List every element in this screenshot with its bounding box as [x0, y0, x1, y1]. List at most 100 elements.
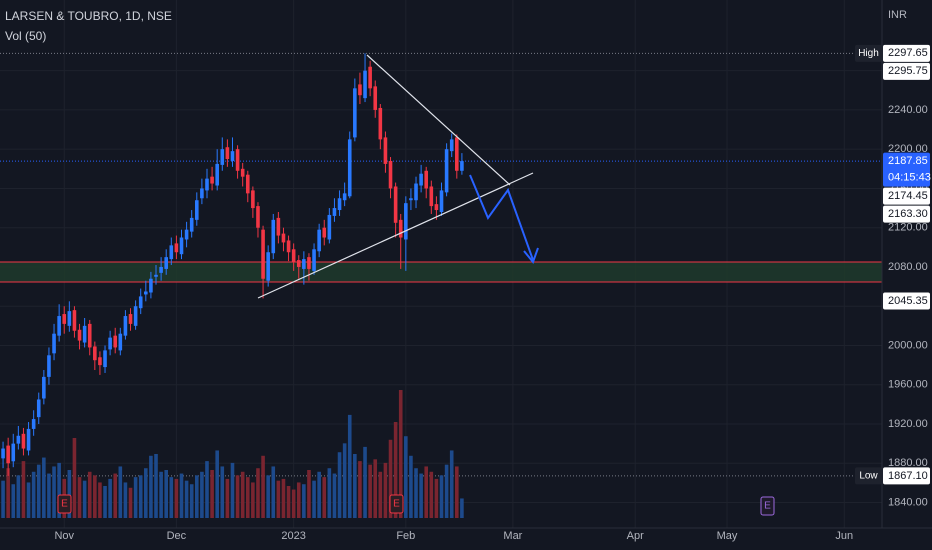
candle-body [332, 208, 337, 216]
y-tick-label: 2240.00 [888, 104, 928, 116]
candle-body [87, 323, 92, 348]
volume-bar [404, 436, 408, 518]
volume-bar [363, 446, 367, 518]
candle-body [149, 278, 153, 293]
candle-body [93, 346, 97, 361]
volume-bar [393, 422, 398, 518]
volume-bar [240, 471, 245, 518]
volume-bar [337, 452, 342, 518]
y-tick-label: 2200.00 [888, 143, 928, 155]
candle-body [210, 176, 214, 184]
volume-bar [36, 464, 41, 518]
volume-bar [194, 475, 199, 518]
volume-bar [449, 450, 454, 518]
volume-bar [67, 470, 72, 518]
volume-bar [342, 443, 347, 518]
candle-body [327, 214, 332, 240]
volume-bar [169, 477, 174, 518]
volume-bar [286, 486, 291, 518]
volume-bar [245, 477, 250, 518]
volume-bar [113, 473, 118, 518]
candle-body [449, 139, 454, 152]
candle-body [409, 198, 413, 201]
volume-bar [123, 482, 128, 518]
candle-body [144, 291, 148, 295]
x-tick-label: Feb [396, 530, 415, 542]
candle-body [154, 274, 158, 277]
candle-body [21, 433, 26, 449]
volume-bar [368, 464, 372, 518]
volume-bar [189, 484, 194, 518]
volume-bar [31, 471, 36, 518]
volume-bar [154, 454, 158, 518]
candle-body [337, 198, 342, 211]
support-zone [0, 262, 882, 282]
candle-body [108, 337, 112, 350]
volume-bar [144, 468, 148, 518]
volume-bar [460, 498, 464, 518]
volume [1, 390, 464, 518]
volume-bar [291, 489, 296, 518]
trendline [366, 54, 511, 186]
earnings-icon: E [57, 494, 72, 514]
volume-bar [307, 470, 311, 518]
countdown: 04:15:43 [888, 172, 931, 184]
currency: INR [888, 9, 907, 21]
candle-body [240, 168, 245, 177]
volume-bar [87, 471, 92, 518]
y-tick-label: 1840.00 [888, 496, 928, 508]
candle-body [251, 190, 255, 209]
y-tick-label: 1920.00 [888, 418, 928, 430]
candle-body [256, 206, 260, 228]
volume-bar [266, 475, 270, 518]
candle-body [378, 107, 383, 140]
marker-tag-label: Low [859, 471, 878, 482]
volume-bar [322, 477, 327, 518]
candle-body [404, 203, 408, 240]
candle-body [205, 178, 209, 191]
volume-bar [93, 475, 97, 518]
candle-body [439, 190, 444, 212]
candle-body [322, 227, 327, 238]
candle-body [358, 84, 362, 96]
volume-bar [378, 471, 383, 518]
candle-body [261, 229, 265, 279]
x-tick-label: Dec [167, 530, 187, 542]
volume-bar [52, 466, 56, 518]
volume-bar [347, 414, 352, 518]
volume-bar [388, 439, 393, 518]
candle-body [342, 193, 347, 201]
arrow-head [523, 247, 539, 265]
candle-body [307, 257, 311, 269]
trendline [257, 172, 534, 299]
volume-bar [332, 473, 337, 518]
candle-body [460, 161, 464, 171]
volume-bar [77, 477, 82, 518]
candle-body [312, 249, 316, 271]
svg-text:E: E [393, 499, 400, 510]
volume-bar [419, 473, 423, 518]
candle-body [393, 186, 398, 223]
candle-body [455, 137, 459, 171]
volume-bar [296, 482, 301, 518]
y-tick-label: 1960.00 [888, 379, 928, 391]
candle-body [169, 245, 174, 260]
candle-body [159, 266, 163, 273]
volume-bar [281, 478, 286, 518]
price-marker [883, 152, 930, 187]
candle-body [174, 243, 179, 253]
x-tick-label: Jun [835, 530, 853, 542]
volume-bar [373, 459, 378, 518]
candle-body [82, 325, 87, 343]
candle-body [200, 188, 204, 199]
candle-body [36, 399, 41, 418]
marker-tag [855, 44, 882, 62]
price-marker-label: 2045.35 [888, 295, 928, 307]
price-marker [883, 187, 930, 205]
candle-body [103, 350, 107, 368]
volume-bar [128, 487, 133, 518]
volume-bar [444, 464, 449, 518]
volume-bar [220, 466, 225, 518]
x-tick-label: Mar [503, 530, 522, 542]
